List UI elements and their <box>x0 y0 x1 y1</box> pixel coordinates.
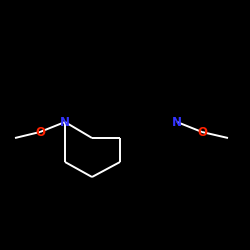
Text: N: N <box>172 116 182 128</box>
Text: N: N <box>60 116 70 128</box>
Text: O: O <box>197 126 207 138</box>
Text: O: O <box>35 126 45 138</box>
